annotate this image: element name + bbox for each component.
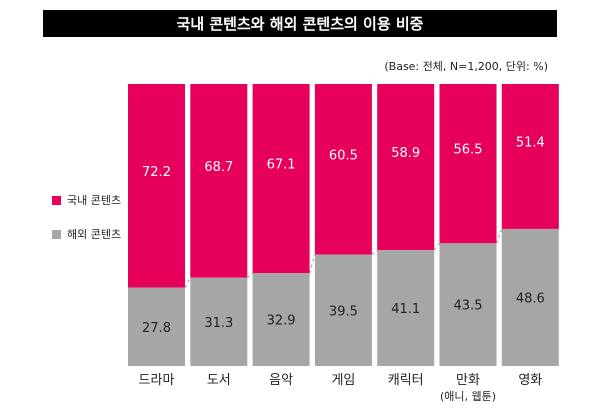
legend-item-domestic: 국내 콘텐츠: [52, 192, 121, 208]
data-label-foreign-5: 43.5: [454, 299, 483, 314]
bar-foreign-1: [190, 277, 248, 366]
data-label-foreign-0: 27.8: [142, 321, 171, 336]
data-label-domestic-2: 67.1: [267, 158, 296, 173]
category-label-0: 드라마: [139, 373, 175, 388]
bar-domestic-2: [252, 84, 310, 274]
data-label-domestic-1: 68.7: [204, 160, 233, 175]
category-label-1: 도서: [207, 373, 231, 388]
category-label-3: 게임: [331, 373, 355, 388]
connector-line-2: [309, 254, 316, 274]
connector-line-5: [496, 228, 503, 244]
data-label-foreign-6: 48.6: [516, 291, 545, 306]
bar-foreign-3: [314, 254, 372, 366]
legend-swatch-foreign: [52, 229, 61, 239]
bar-foreign-0: [128, 287, 185, 366]
bar-domestic-6: [501, 84, 559, 229]
category-label-4: 캐릭터: [388, 373, 424, 388]
bar-domestic-0: [128, 84, 185, 288]
bar-domestic-3: [314, 84, 372, 255]
bar-domestic-1: [190, 84, 248, 278]
data-label-foreign-2: 32.9: [267, 314, 296, 329]
base-note: (Base: 전체, N=1,200, 단위: %): [384, 60, 548, 73]
data-label-foreign-4: 41.1: [391, 302, 420, 317]
bar-foreign-6: [501, 228, 559, 366]
category-label-5: 만화: [456, 373, 480, 388]
bar-foreign-4: [377, 250, 435, 366]
legend-item-foreign: 해외 콘텐츠: [52, 226, 121, 242]
category-label-2: 음악: [269, 373, 293, 388]
connector-line-4: [433, 243, 440, 251]
data-label-domestic-0: 72.2: [142, 165, 171, 180]
data-label-foreign-3: 39.5: [329, 304, 358, 319]
category-label-6: 영화: [518, 373, 542, 388]
data-label-domestic-3: 60.5: [329, 148, 358, 163]
category-sublabel-5: (애니, 웹툰): [440, 390, 496, 403]
bar-foreign-5: [439, 243, 497, 366]
legend-label-foreign: 해외 콘텐츠: [67, 228, 122, 241]
connector-line-3: [371, 249, 378, 255]
bar-domestic-4: [377, 84, 435, 251]
legend-swatch-domestic: [52, 195, 61, 205]
legend-label-domestic: 국내 콘텐츠: [67, 194, 122, 207]
data-label-domestic-5: 56.5: [454, 143, 483, 158]
data-label-foreign-1: 31.3: [204, 316, 233, 331]
connector-line-0: [184, 277, 191, 288]
chart-title: 국내 콘텐츠와 해외 콘텐츠의 이용 비중: [43, 10, 557, 37]
bar-foreign-2: [252, 273, 310, 366]
data-label-domestic-6: 51.4: [516, 135, 545, 150]
data-label-domestic-4: 58.9: [391, 146, 420, 161]
bar-domestic-5: [439, 84, 497, 244]
connector-line-1: [246, 272, 253, 279]
